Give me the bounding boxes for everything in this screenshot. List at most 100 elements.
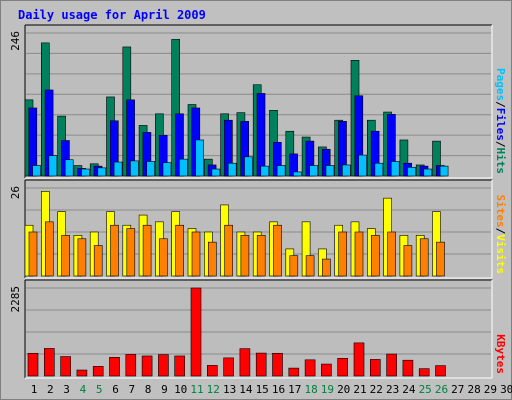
bar-pages-day-2 [48, 155, 58, 177]
bar-pages-day-4 [81, 168, 90, 177]
bar-sites-day-13 [224, 224, 233, 277]
bar-kbytes-day-4 [76, 369, 88, 377]
legend-visits-sites: Sites/Visits [494, 195, 507, 275]
x-tick-label-day-29: 29 [484, 383, 497, 396]
bar-pages-day-8 [146, 161, 155, 177]
bar-kbytes-day-10 [174, 355, 185, 377]
x-tick-label-day-27: 27 [451, 383, 464, 396]
x-tick-label-day-23: 23 [386, 383, 399, 396]
legend-hits-files-pages: Pages/Files/Hits [494, 68, 507, 174]
bar-kbytes-day-24 [402, 359, 414, 377]
bar-sites-day-7 [126, 228, 136, 277]
bar-pages-day-14 [244, 156, 253, 177]
bar-pages-day-3 [64, 159, 74, 177]
bar-files-day-15 [256, 93, 266, 177]
bar-pages-day-22 [374, 162, 384, 177]
bar-pages-day-23 [390, 161, 400, 177]
bar-pages-day-25 [423, 168, 433, 177]
bar-kbytes-day-12 [207, 365, 218, 377]
x-tick-label-day-26: 26 [435, 383, 448, 396]
bar-sites-day-10 [175, 224, 184, 277]
x-tick-label-day-14: 14 [239, 383, 253, 396]
bar-pages-day-20 [341, 164, 351, 177]
bar-sites-day-14 [240, 235, 250, 277]
legend-entry: Files [494, 108, 507, 141]
x-tick-label-day-9: 9 [161, 383, 168, 396]
legend-entry: Sites [494, 195, 507, 228]
bar-kbytes-day-3 [60, 356, 71, 377]
x-tick-label-day-12: 12 [207, 383, 220, 396]
legend-entry: / [494, 228, 507, 235]
x-tick-label-day-6: 6 [112, 383, 119, 396]
bar-pages-day-17 [293, 171, 302, 177]
y-max-label-kbytes: 2285 [9, 286, 22, 313]
legend-entry: Visits [494, 234, 507, 274]
bar-sites-day-2 [44, 221, 54, 277]
chart-title: Daily usage for April 2009 [18, 8, 206, 22]
bar-kbytes-day-5 [92, 366, 104, 377]
bar-pages-day-16 [276, 165, 286, 177]
x-tick-label-day-19: 19 [321, 383, 334, 396]
bar-pages-day-10 [179, 158, 188, 177]
bar-kbytes-day-26 [435, 365, 446, 377]
bar-kbytes-day-22 [369, 359, 381, 377]
bar-pages-day-9 [162, 162, 172, 177]
legend-entry: Hits [494, 148, 507, 175]
bar-sites-day-11 [191, 231, 201, 277]
x-tick-label-day-15: 15 [256, 383, 269, 396]
bar-pages-day-15 [260, 165, 270, 177]
x-tick-label-day-4: 4 [80, 383, 87, 396]
x-tick-label-day-18: 18 [304, 383, 317, 396]
x-tick-label-day-5: 5 [96, 383, 103, 396]
y-max-label-hits-files-pages: 246 [9, 31, 22, 51]
x-tick-label-day-30: 30 [500, 383, 512, 396]
bar-sites-day-1 [28, 231, 38, 277]
x-tick-label-day-28: 28 [467, 383, 480, 396]
bar-kbytes-day-16 [272, 352, 283, 377]
bar-sites-day-15 [256, 235, 266, 277]
bar-sites-day-26 [436, 241, 445, 277]
bar-sites-day-8 [142, 224, 152, 277]
bar-sites-day-19 [322, 258, 331, 277]
bar-pages-day-6 [113, 161, 123, 177]
bar-pages-day-24 [407, 166, 416, 177]
bar-sites-day-17 [289, 255, 299, 277]
bar-kbytes-day-9 [158, 354, 169, 377]
bar-sites-day-21 [354, 231, 364, 277]
bar-kbytes-day-2 [43, 348, 55, 377]
bar-pages-day-12 [211, 168, 221, 177]
x-tick-label-day-25: 25 [419, 383, 432, 396]
bar-sites-day-20 [338, 231, 348, 277]
x-tick-label-day-11: 11 [190, 383, 203, 396]
legend-entry: KBytes [494, 334, 507, 374]
x-tick-label-day-22: 22 [370, 383, 383, 396]
x-tick-label-day-16: 16 [272, 383, 285, 396]
bar-kbytes-day-17 [288, 367, 300, 377]
x-tick-label-day-13: 13 [223, 383, 236, 396]
bar-sites-day-9 [159, 238, 168, 277]
bar-kbytes-day-7 [125, 354, 137, 377]
legend-kbytes: KBytes [494, 334, 507, 374]
x-tick-label-day-1: 1 [31, 383, 38, 396]
x-tick-label-day-21: 21 [353, 383, 366, 396]
bar-kbytes-day-14 [239, 348, 251, 377]
bar-kbytes-day-15 [255, 352, 267, 377]
bar-sites-day-22 [370, 235, 380, 277]
x-tick-label-day-24: 24 [402, 383, 416, 396]
bar-pages-day-26 [439, 165, 449, 177]
bar-kbytes-day-19 [321, 363, 332, 377]
bar-kbytes-day-13 [223, 357, 234, 377]
bar-sites-day-23 [387, 231, 396, 277]
bar-sites-day-25 [419, 238, 429, 277]
bar-sites-day-12 [208, 241, 217, 277]
bar-pages-day-13 [227, 162, 237, 177]
legend-entry: Pages [494, 68, 507, 101]
bar-pages-day-5 [97, 167, 107, 177]
bar-pages-day-18 [309, 165, 319, 177]
bar-kbytes-day-6 [109, 357, 120, 377]
bar-sites-day-24 [403, 245, 413, 277]
bar-pages-day-7 [130, 160, 139, 177]
x-tick-label-day-17: 17 [288, 383, 301, 396]
x-tick-label-day-8: 8 [145, 383, 152, 396]
